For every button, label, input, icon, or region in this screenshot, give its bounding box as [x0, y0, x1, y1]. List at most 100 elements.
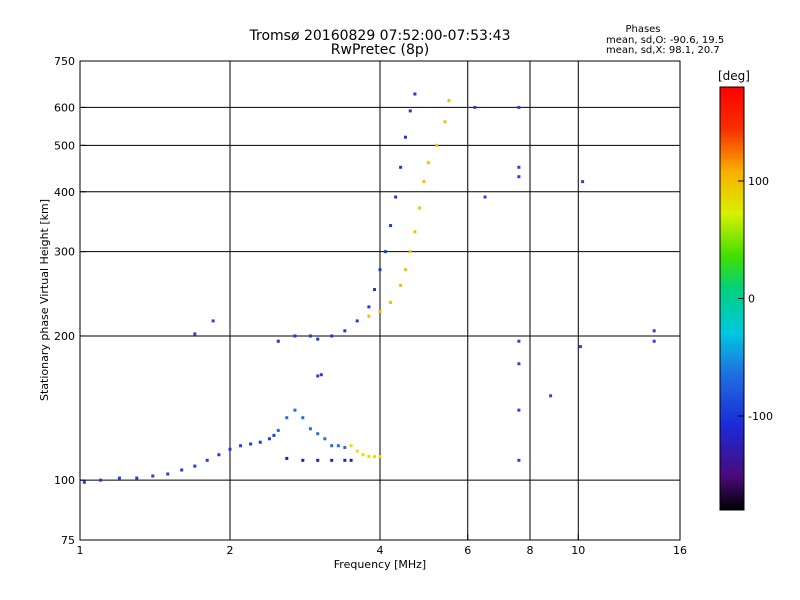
colorbar-ticks: 100 0 -100	[738, 175, 773, 423]
data-point	[82, 480, 86, 484]
data-point	[99, 478, 103, 482]
data-point	[349, 444, 353, 448]
y-axis-label: Stationary phase Virtual Height [km]	[38, 199, 51, 401]
data-point	[308, 334, 312, 338]
colorbar-label: [deg]	[718, 69, 750, 83]
data-point	[316, 458, 320, 462]
data-point	[652, 339, 656, 343]
data-point	[383, 250, 387, 254]
x-tick-label: 1	[77, 544, 84, 557]
y-tick-label: 750	[54, 55, 75, 68]
data-point	[361, 453, 365, 457]
data-point	[249, 442, 253, 446]
data-point	[473, 105, 477, 109]
data-point	[135, 476, 139, 480]
data-points	[82, 92, 656, 484]
y-tick-label: 400	[54, 186, 75, 199]
colorbar-tick-label: 100	[748, 175, 769, 188]
data-point	[413, 92, 417, 96]
data-point	[403, 268, 407, 272]
data-point	[373, 288, 377, 292]
data-point	[517, 408, 521, 412]
data-point	[581, 180, 585, 184]
data-point	[517, 105, 521, 109]
data-point	[399, 165, 403, 169]
data-point	[308, 427, 312, 431]
x-tick-label: 4	[377, 544, 384, 557]
data-point	[217, 453, 221, 457]
x-tick-label: 8	[527, 544, 534, 557]
data-point	[426, 161, 430, 165]
data-point	[211, 319, 215, 323]
y-tick-label: 75	[61, 534, 75, 547]
chart-subtitle: RwPretec (8p)	[331, 42, 429, 58]
data-point	[285, 416, 289, 420]
data-point	[578, 345, 582, 349]
chart-title: Tromsø 20160829 07:52:00-07:53:43	[249, 28, 511, 44]
data-point	[652, 329, 656, 333]
data-point	[378, 309, 382, 313]
data-point	[293, 334, 297, 338]
y-tick-label: 600	[54, 101, 75, 114]
data-point	[367, 314, 371, 318]
colorbar-tick-label: 0	[748, 293, 755, 306]
data-point	[323, 437, 327, 441]
data-point	[117, 476, 121, 480]
data-point	[272, 433, 276, 437]
data-point	[343, 329, 347, 333]
x-tick-label: 6	[464, 544, 471, 557]
y-tick-label: 200	[54, 330, 75, 343]
data-point	[413, 230, 417, 234]
x-tick-label: 10	[571, 544, 585, 557]
data-point	[549, 394, 553, 398]
data-point	[408, 250, 412, 254]
y-tick-label: 300	[54, 246, 75, 259]
data-point	[316, 432, 320, 436]
data-point	[276, 428, 280, 432]
data-point	[367, 305, 371, 309]
data-point	[483, 195, 487, 199]
data-point	[422, 180, 426, 184]
data-point	[301, 458, 305, 462]
data-point	[151, 474, 155, 478]
data-point	[389, 300, 393, 304]
x-tick-label: 16	[673, 544, 687, 557]
data-point	[336, 444, 340, 448]
data-point	[193, 464, 197, 468]
data-point	[330, 334, 334, 338]
y-axis: 75 100 200 300 400 500 600 750	[54, 55, 86, 547]
data-point	[367, 455, 371, 459]
phase-stats-title: Phases	[625, 24, 660, 35]
data-point	[239, 444, 243, 448]
x-axis: 1 2 4 6 8 10 16	[77, 534, 687, 557]
data-point	[180, 468, 184, 472]
data-point	[285, 456, 289, 460]
colorbar-tick-label: -100	[748, 410, 773, 423]
x-axis-label: Frequency [MHz]	[334, 558, 426, 571]
data-point	[301, 416, 305, 420]
grid-lines	[80, 61, 680, 540]
data-point	[355, 319, 359, 323]
data-point	[378, 455, 382, 459]
data-point	[517, 362, 521, 366]
data-point	[517, 165, 521, 169]
data-point	[316, 337, 320, 341]
data-point	[166, 472, 170, 476]
data-point	[403, 135, 407, 139]
y-tick-label: 100	[54, 474, 75, 487]
data-point	[349, 458, 353, 462]
data-point	[435, 143, 439, 147]
data-point	[330, 458, 334, 462]
data-point	[343, 458, 347, 462]
data-point	[408, 109, 412, 113]
data-point	[517, 175, 521, 179]
data-point	[373, 455, 377, 459]
data-point	[447, 99, 451, 103]
data-point	[316, 374, 320, 378]
y-tick-label: 500	[54, 139, 75, 152]
data-point	[343, 445, 347, 449]
data-point	[228, 447, 232, 451]
data-point	[394, 195, 398, 199]
data-point	[389, 224, 393, 228]
